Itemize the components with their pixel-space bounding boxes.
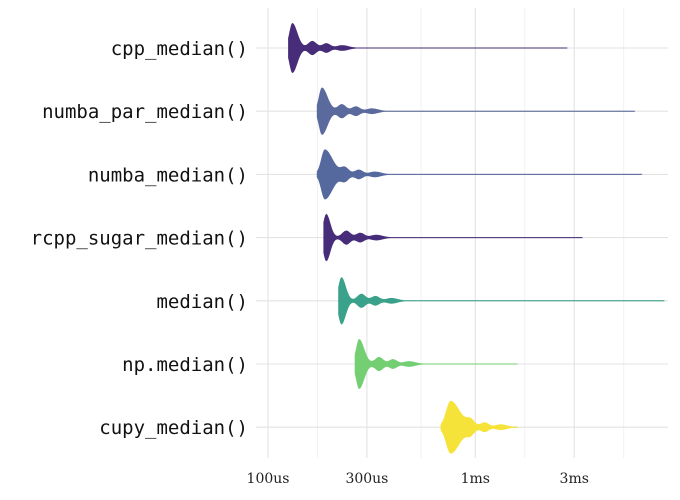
violin-body [440, 400, 518, 454]
category-label: numba_par_median() [42, 101, 248, 123]
violin-body [338, 277, 665, 325]
violin [316, 87, 636, 135]
category-label: np.median() [122, 354, 248, 376]
violins [288, 23, 665, 454]
category-label: cpp_median() [111, 38, 248, 60]
violin [354, 339, 518, 389]
violin [323, 213, 583, 262]
violin [316, 149, 643, 200]
violin [440, 400, 518, 454]
x-tick-label: 100us [247, 471, 290, 487]
violin-body [316, 87, 635, 135]
grid-lines [256, 8, 668, 458]
violin-body [288, 23, 568, 73]
category-label: rcpp_sugar_median() [31, 228, 248, 250]
violin-body [316, 149, 642, 200]
violin-body [354, 339, 517, 389]
violin [338, 277, 665, 325]
category-label: cupy_median() [99, 417, 248, 439]
x-tick-label: 3ms [560, 471, 589, 487]
x-tick-label: 300us [345, 471, 388, 487]
x-axis-tick-labels: 100us 300us 1ms 3ms [247, 471, 589, 487]
category-labels: cpp_median() numba_par_median() numba_medi… [31, 38, 248, 439]
category-label: numba_median() [88, 164, 248, 186]
violin [288, 23, 569, 73]
violin-body [323, 213, 583, 262]
x-tick-label: 1ms [461, 471, 490, 487]
category-label: median() [156, 291, 248, 313]
